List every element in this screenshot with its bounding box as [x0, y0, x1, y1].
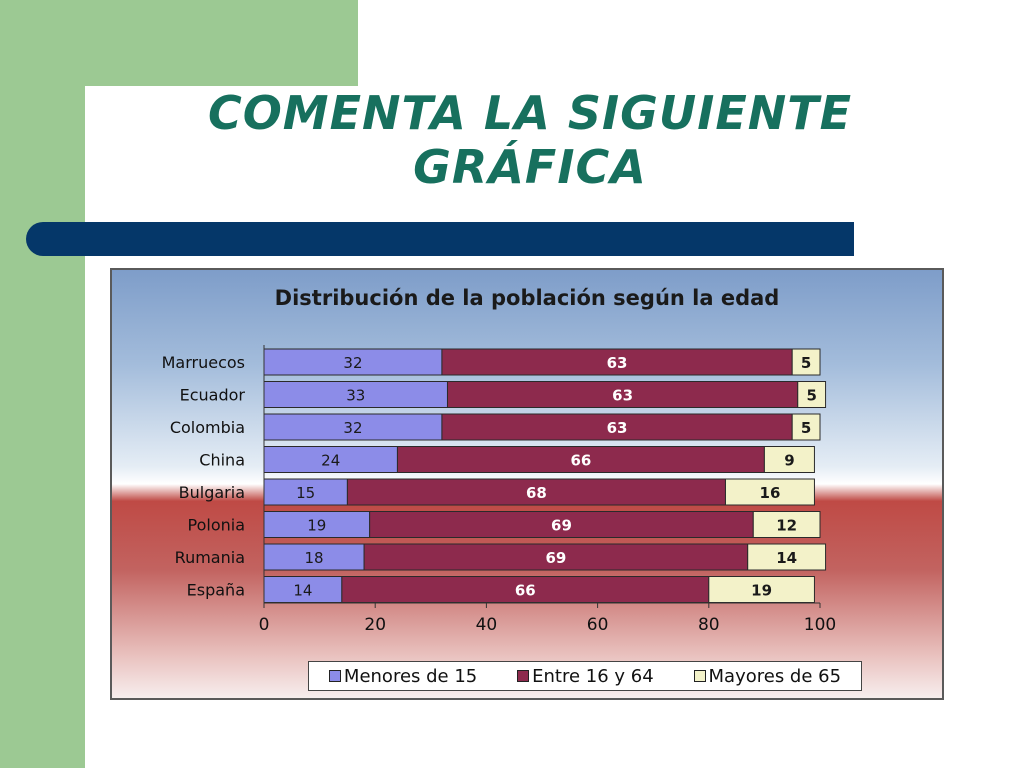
bar-mayores: [797, 381, 827, 408]
x-tick-label: 0: [259, 615, 270, 635]
bar-mayores: [708, 576, 815, 603]
category-label: Bulgaria: [179, 483, 245, 502]
bar-mayores: [752, 511, 821, 538]
legend-label-menores: Menores de 15: [343, 665, 478, 687]
data-label-menores: 32: [343, 354, 362, 372]
data-label-menores: 18: [304, 549, 323, 567]
category-label: Polonia: [188, 516, 246, 535]
bar-entre: [441, 413, 793, 441]
bar-mayores: [763, 446, 815, 473]
top-green-block: [85, 0, 358, 86]
legend-item-mayores: Mayores de 65: [693, 665, 842, 687]
data-label-mayores: 5: [806, 387, 816, 405]
data-label-mayores: 5: [801, 419, 811, 437]
data-label-entre: 69: [551, 517, 572, 535]
data-label-mayores: 9: [784, 452, 794, 470]
category-label: Rumania: [175, 548, 245, 567]
category-label: China: [199, 451, 245, 470]
data-label-entre: 66: [515, 582, 536, 600]
legend-swatch-menores: [328, 670, 341, 682]
legend-swatch-mayores: [693, 670, 706, 682]
bar-entre: [446, 381, 799, 408]
data-label-entre: 63: [607, 354, 628, 372]
chart-legend: Menores de 15 Entre 16 y 64 Mayores de 6…: [308, 661, 862, 691]
slide-title-line-2: GRÁFICA: [413, 140, 647, 194]
bar-entre: [369, 511, 754, 538]
bar-menores: [263, 381, 448, 408]
data-label-entre: 63: [612, 387, 633, 405]
bar-entre: [441, 348, 793, 376]
data-label-entre: 63: [607, 419, 628, 437]
data-label-mayores: 19: [751, 582, 772, 600]
x-tick-label: 60: [587, 615, 609, 635]
slide-title-line-1: COMENTA LA SIGUIENTE: [207, 86, 853, 140]
x-tick-label: 20: [364, 615, 386, 635]
data-label-menores: 19: [307, 517, 326, 535]
legend-swatch-entre: [517, 670, 530, 682]
legend-label-entre: Entre 16 y 64: [532, 665, 654, 687]
chart-panel: Distribución de la población según la ed…: [110, 268, 944, 700]
bar-entre: [396, 446, 765, 473]
content-panel-corner: [85, 86, 145, 146]
category-label: Ecuador: [180, 386, 246, 405]
data-label-menores: 32: [343, 419, 362, 437]
data-label-entre: 66: [570, 452, 591, 470]
stacked-bar-chart: Marruecos 32 63 5 Ecuador 33 63 5 Colombia 32 63 5 C…: [162, 345, 836, 635]
data-label-menores: 33: [346, 387, 365, 405]
category-label: Marruecos: [162, 353, 245, 372]
data-label-mayores: 5: [801, 354, 811, 372]
x-tick-label: 40: [476, 615, 498, 635]
category-label: Colombia: [170, 418, 245, 437]
legend-label-mayores: Mayores de 65: [708, 665, 842, 687]
data-label-menores: 14: [293, 582, 312, 600]
slide-title: COMENTA LA SIGUIENTE GRÁFICA: [150, 86, 910, 194]
data-label-entre: 68: [526, 484, 547, 502]
x-tick-label: 80: [698, 615, 720, 635]
bar-menores: [263, 348, 443, 376]
data-label-menores: 15: [296, 484, 315, 502]
data-label-mayores: 16: [760, 484, 781, 502]
bar-mayores: [791, 348, 821, 376]
legend-item-menores: Menores de 15: [328, 665, 478, 687]
category-label: España: [187, 581, 245, 600]
data-label-entre: 69: [545, 549, 566, 567]
bar-entre: [346, 478, 726, 506]
x-tick-label: 100: [804, 615, 836, 635]
bar-menores: [263, 576, 343, 603]
data-label-mayores: 14: [776, 549, 797, 567]
bar-entre: [341, 576, 710, 603]
left-green-band: [0, 0, 85, 768]
bar-mayores: [747, 543, 827, 571]
chart-title: Distribución de la población según la ed…: [274, 286, 780, 310]
bar-mayores: [791, 413, 821, 441]
data-label-menores: 24: [321, 452, 340, 470]
legend-item-entre: Entre 16 y 64: [517, 666, 654, 687]
title-divider-bar: [26, 222, 854, 256]
data-label-mayores: 12: [776, 517, 797, 535]
bar-mayores: [724, 478, 815, 506]
